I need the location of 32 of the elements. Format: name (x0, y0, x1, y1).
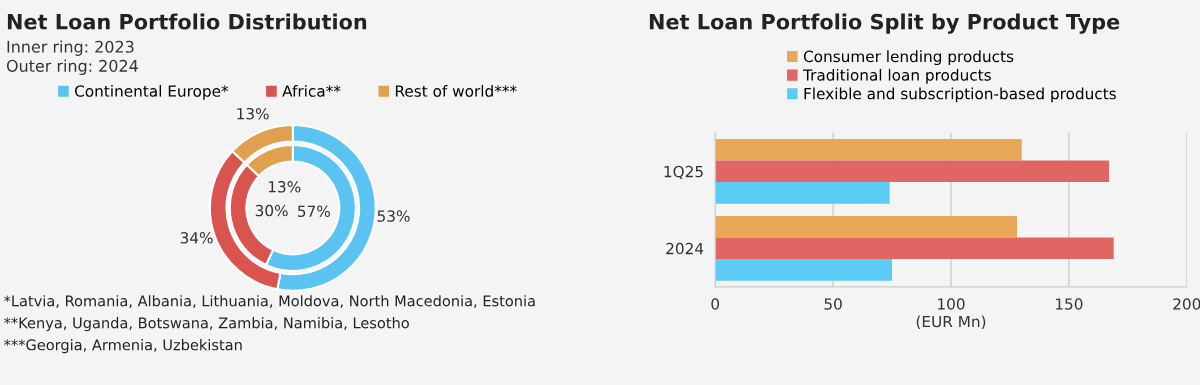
x-tick-label: 0 (711, 298, 720, 310)
legend-label: Africa** (282, 85, 341, 97)
legend-label: Consumer lending products (803, 50, 1014, 66)
data-label: 13% (268, 180, 301, 193)
data-label: 13% (237, 107, 269, 120)
legend-label: Flexible and subscription-based products (804, 87, 1116, 103)
y-tick-label: 2024 (666, 242, 704, 255)
chart-title: Net Loan Portfolio Distribution (7, 13, 367, 30)
bar (715, 160, 1109, 183)
legend-label: Continental Europe* (75, 85, 229, 100)
bar (715, 215, 1018, 238)
legend-label: Rest of world*** (395, 85, 517, 97)
data-label: 30% (255, 204, 288, 217)
y-tick-label: 1Q25 (664, 165, 703, 180)
text: **Kenya, Uganda, Botswana, Zambia, Namibia, Lesotho (4, 317, 409, 332)
data-label: 57% (298, 205, 330, 218)
legend-label: Traditional loan products (802, 68, 991, 84)
x-axis-title: (EUR Mn) (916, 315, 986, 330)
data-label: 53% (377, 210, 410, 222)
bar (715, 138, 1022, 161)
text: ***Georgia, Armenia, Uzbekistan (4, 339, 242, 354)
text: *Latvia, Romania, Albania, Lithuania, Moldova, North Macedonia, Estonia (4, 295, 535, 308)
chart-subtitle: Inner ring: 2023 Outer ring: 2024 (6, 40, 138, 75)
x-tick-label: 200 (1173, 298, 1200, 310)
x-tick-label: 150 (1056, 298, 1083, 310)
x-tick-label: 50 (824, 298, 842, 310)
bar (715, 237, 1114, 260)
x-tick-label: 100 (938, 298, 965, 310)
bar (715, 259, 893, 281)
bar (715, 182, 890, 204)
chart-title: Net Loan Portfolio Split by Product Type (649, 13, 1120, 34)
data-label: 34% (180, 232, 213, 244)
